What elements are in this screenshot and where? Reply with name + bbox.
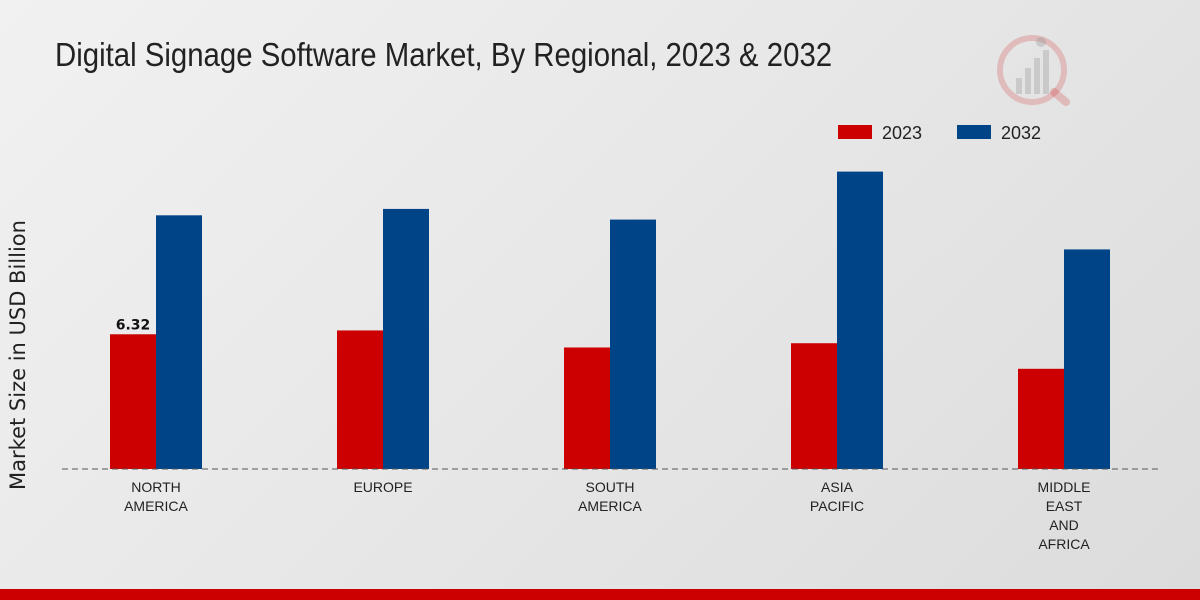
bar-2023-1 (337, 330, 383, 469)
data-label-0: 6.32 (116, 317, 151, 333)
bar-2023-4 (1018, 368, 1064, 469)
x-tick-label-3: ASIA PACIFIC (810, 479, 864, 514)
page-title: Digital Signage Software Market, By Regi… (55, 36, 833, 73)
bar-2032-0 (156, 215, 202, 469)
x-tick-label-4: MIDDLE EAST AND AFRICA (1038, 479, 1091, 552)
bar-2032-2 (610, 219, 656, 469)
market-research-logo-icon (994, 30, 1074, 110)
x-tick-label-2: SOUTH AMERICA (578, 479, 642, 514)
brand-footer-bar (0, 589, 1200, 600)
bar-2023-2 (564, 347, 610, 469)
legend-label-2032: 2032 (1001, 123, 1041, 143)
bar-2023-0 (110, 334, 156, 469)
x-tick-label-1: EUROPE (353, 479, 412, 495)
x-tick-label-0: NORTH AMERICA (124, 479, 188, 514)
bar-2032-3 (837, 171, 883, 469)
bar-2023-3 (791, 343, 837, 469)
y-axis-label: Market Size in USD Billion (6, 220, 30, 490)
legend-swatch-2032 (957, 125, 991, 139)
legend-label-2023: 2023 (882, 123, 922, 143)
legend-swatch-2023 (838, 125, 872, 139)
bar-2032-1 (383, 208, 429, 469)
bar-2032-4 (1064, 249, 1110, 469)
